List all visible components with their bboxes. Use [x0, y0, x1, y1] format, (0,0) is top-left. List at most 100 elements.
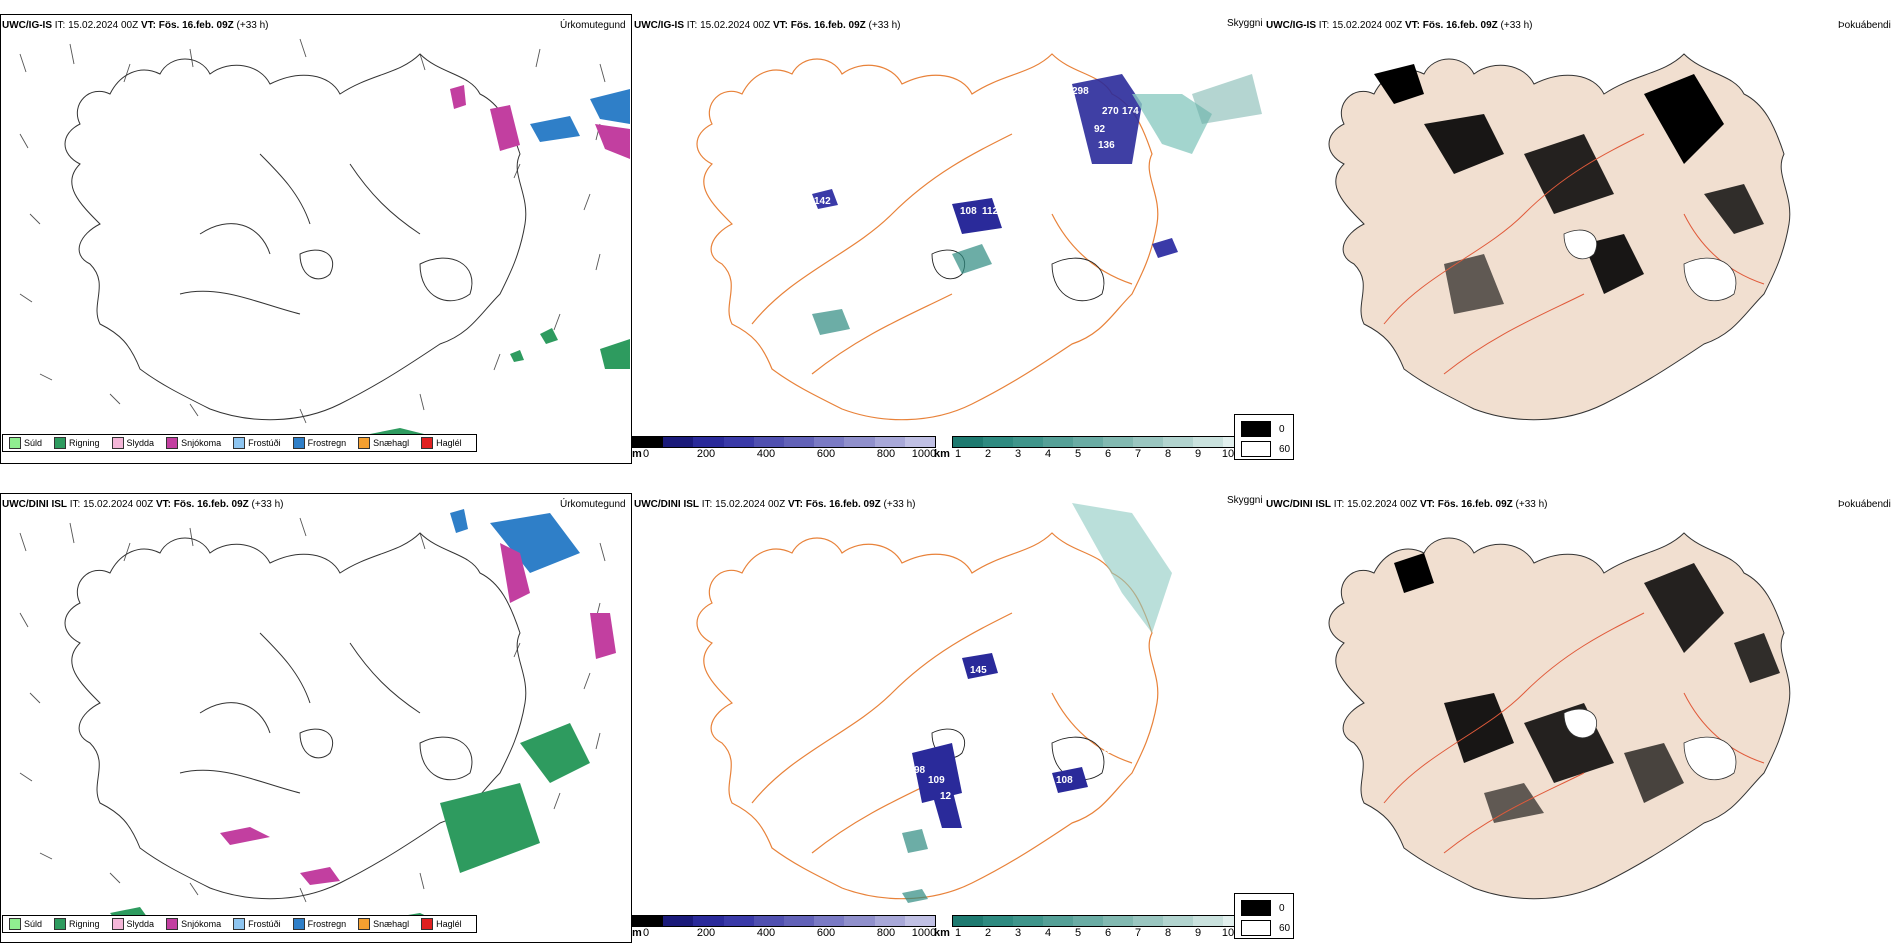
- visibility-colorbar-m: [632, 436, 936, 448]
- precip-areas: [370, 85, 630, 446]
- panel-header: UWC/DINI ISL IT: 15.02.2024 00Z VT: Fös.…: [1266, 499, 1548, 510]
- marker-label: 142: [814, 196, 831, 207]
- marker-label: 145: [970, 665, 987, 676]
- marker-label: 270: [1102, 106, 1119, 117]
- legend-item: Frostregn: [292, 437, 346, 449]
- wind-barbs: [19, 517, 606, 903]
- fog-panel-top: UWC/IG-IS IT: 15.02.2024 00Z VT: Fös. 16…: [1234, 14, 1900, 464]
- legend-swatch: [233, 437, 246, 449]
- marker-label: 108: [960, 206, 977, 217]
- fog-swatch: [1241, 421, 1271, 437]
- fog-swatch: [1241, 441, 1271, 457]
- legend-item: Rigning: [54, 437, 100, 449]
- wind-barbs: [19, 38, 606, 424]
- visibility-markers: 145 98 109 12 108 12: [914, 665, 1114, 802]
- marker-label: 12: [1132, 188, 1144, 199]
- visibility-map-bottom: 145 98 109 12 108 12: [696, 503, 1172, 903]
- road-network: [696, 53, 1159, 421]
- panel-header: UWC/DINI ISL IT: 15.02.2024 00Z VT: Fös.…: [2, 499, 284, 510]
- visibility-areas: [902, 503, 1172, 903]
- legend-swatch: [421, 437, 434, 449]
- precip-type-panel-bottom: UWC/DINI ISL IT: 15.02.2024 00Z VT: Fös.…: [0, 493, 632, 943]
- colorbar-unit-km: km: [934, 448, 950, 460]
- road-network: [696, 532, 1159, 900]
- fog-legend: 0 60: [1234, 893, 1294, 939]
- panel-title: Skyggni: [1227, 495, 1263, 506]
- colorbar-unit-m: m: [632, 448, 642, 460]
- legend-swatch: [166, 918, 179, 930]
- glacier-holes: [1563, 708, 1737, 781]
- fog-map-bottom: [1328, 532, 1791, 900]
- panel-header: UWC/IG-IS IT: 15.02.2024 00Z VT: Fös. 16…: [634, 20, 901, 31]
- legend-swatch: [9, 918, 21, 930]
- precip-type-legend: Súld Rigning Slydda Snjókoma Frostúði Fr…: [2, 434, 477, 452]
- colorbar-unit-m: m: [632, 927, 642, 939]
- marker-label: 98: [914, 765, 926, 776]
- marker-label: 12: [1102, 745, 1114, 756]
- precip-map-bottom: [19, 509, 616, 931]
- legend-swatch: [292, 918, 305, 930]
- legend-item: Haglél: [421, 437, 462, 449]
- land-fill: [1328, 53, 1791, 421]
- precip-areas: [110, 509, 616, 931]
- iceland-outline: [64, 532, 527, 900]
- legend-item: Slydda: [111, 918, 154, 930]
- legend-item: Rigning: [54, 918, 100, 930]
- visibility-map-top: 298 270 174 92 136 142 108 112 12: [696, 53, 1262, 421]
- legend-item: Súld: [9, 437, 42, 449]
- legend-item: Frostúði: [233, 918, 281, 930]
- visibility-areas: [812, 74, 1262, 335]
- colorbar-unit-km: km: [934, 927, 950, 939]
- legend-item: Snæhagl: [358, 437, 409, 449]
- fog-map-top: [1328, 53, 1791, 421]
- precip-map-top: [19, 38, 630, 446]
- precip-type-panel-top: UWC/IG-IS IT: 15.02.2024 00Z VT: Fös. 16…: [0, 14, 632, 464]
- legend-swatch: [292, 437, 305, 449]
- legend-swatch: [9, 437, 21, 449]
- legend-item: Súld: [9, 918, 42, 930]
- panel-header: UWC/IG-IS IT: 15.02.2024 00Z VT: Fös. 16…: [1266, 20, 1533, 31]
- marker-label: 108: [1056, 775, 1073, 786]
- visibility-colorbar-km: [952, 436, 1254, 448]
- panel-title: Úrkomutegund: [560, 499, 626, 510]
- legend-swatch: [54, 918, 67, 930]
- fog-swatch: [1241, 900, 1271, 916]
- visibility-panel-top: UWC/IG-IS IT: 15.02.2024 00Z VT: Fös. 16…: [632, 14, 1264, 464]
- legend-swatch: [54, 437, 67, 449]
- legend-item: Frostúði: [233, 437, 281, 449]
- panel-title: Skyggni: [1227, 18, 1263, 29]
- legend-swatch: [358, 918, 371, 930]
- fog-panel-bottom: UWC/DINI ISL IT: 15.02.2024 00Z VT: Fös.…: [1234, 493, 1900, 943]
- legend-swatch: [358, 437, 371, 449]
- fog-swatch: [1241, 920, 1271, 936]
- panel-title: Þokuábendi: [1838, 499, 1891, 510]
- visibility-panel-bottom: UWC/DINI ISL IT: 15.02.2024 00Z VT: Fös.…: [632, 495, 1263, 939]
- legend-item: Snæhagl: [358, 918, 409, 930]
- visibility-colorbar-km: [952, 915, 1254, 927]
- panel-title: Úrkomutegund: [560, 20, 626, 31]
- visibility-markers: 298 270 174 92 136 142 108 112 12: [814, 86, 1144, 217]
- panel-title: Þokuábendi: [1838, 20, 1891, 31]
- legend-swatch: [233, 918, 246, 930]
- legend-swatch: [166, 437, 179, 449]
- marker-label: 112: [982, 206, 999, 217]
- marker-label: 92: [1094, 124, 1106, 135]
- legend-swatch: [111, 437, 124, 449]
- glacier-holes: [1563, 229, 1737, 302]
- marker-label: 298: [1072, 86, 1089, 97]
- fog-areas: [1374, 64, 1764, 314]
- legend-swatch: [111, 918, 124, 930]
- legend-item: Haglél: [421, 918, 462, 930]
- marker-label: 12: [940, 791, 952, 802]
- marker-label: 136: [1098, 140, 1115, 151]
- legend-item: Frostregn: [292, 918, 346, 930]
- visibility-colorbar-m: [632, 915, 936, 927]
- legend-swatch: [421, 918, 434, 930]
- top-row: UWC/IG-IS IT: 15.02.2024 00Z VT: Fös. 16…: [0, 0, 1900, 470]
- legend-item: Snjókoma: [166, 437, 221, 449]
- marker-label: 109: [928, 775, 945, 786]
- marker-label: 174: [1122, 106, 1139, 117]
- fog-legend: 0 60: [1234, 414, 1294, 460]
- legend-item: Snjókoma: [166, 918, 221, 930]
- iceland-outline: [64, 53, 527, 421]
